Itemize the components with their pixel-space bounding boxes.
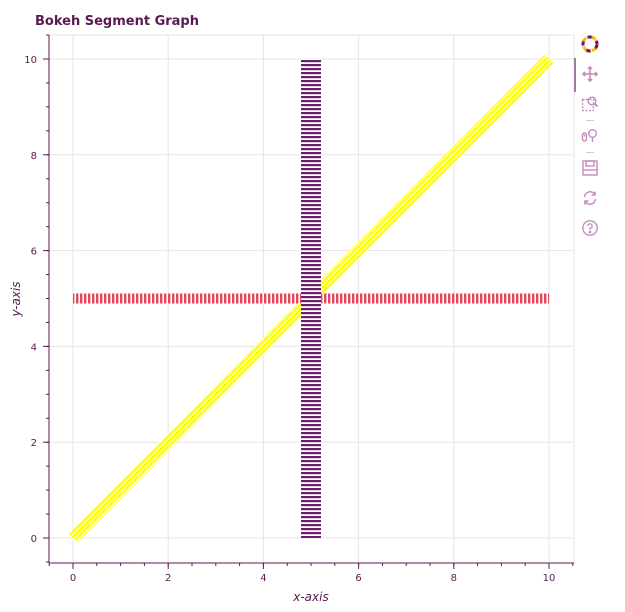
active-tool-indicator xyxy=(574,58,576,92)
y-tick-label: 8 xyxy=(31,151,37,162)
chart-title: Bokeh Segment Graph xyxy=(35,14,199,29)
y-axis-label: y-axis xyxy=(9,281,23,317)
box-zoom-tool-icon[interactable] xyxy=(578,92,602,116)
save-tool-icon[interactable] xyxy=(578,156,602,180)
segments xyxy=(68,54,554,543)
wheel-zoom-tool-icon[interactable] xyxy=(578,124,602,148)
x-tick-label: 8 xyxy=(451,573,457,584)
help-tool-icon[interactable] xyxy=(578,216,602,240)
y-tick-label: 6 xyxy=(31,247,37,258)
x-tick-label: 2 xyxy=(165,573,171,584)
x-tick-label: 10 xyxy=(543,573,556,584)
y-tick-label: 10 xyxy=(24,55,37,66)
bokeh-logo-icon xyxy=(578,32,602,56)
toolbar-separator xyxy=(586,152,594,153)
pan-tool-icon[interactable] xyxy=(578,62,602,86)
reset-tool-icon[interactable] xyxy=(578,186,602,210)
x-tick-label: 6 xyxy=(355,573,361,584)
toolbar-separator xyxy=(586,120,594,121)
y-tick-label: 2 xyxy=(31,438,37,449)
x-tick-label: 0 xyxy=(70,573,76,584)
axes: 0 2 4 6 8 10 0 2 4 6 8 10 xyxy=(24,34,574,584)
x-tick-label: 4 xyxy=(260,573,266,584)
vertical-segment xyxy=(301,59,321,538)
y-tick-label: 0 xyxy=(31,534,37,545)
x-axis-label: x-axis xyxy=(292,590,328,604)
y-tick-label: 4 xyxy=(31,342,37,353)
